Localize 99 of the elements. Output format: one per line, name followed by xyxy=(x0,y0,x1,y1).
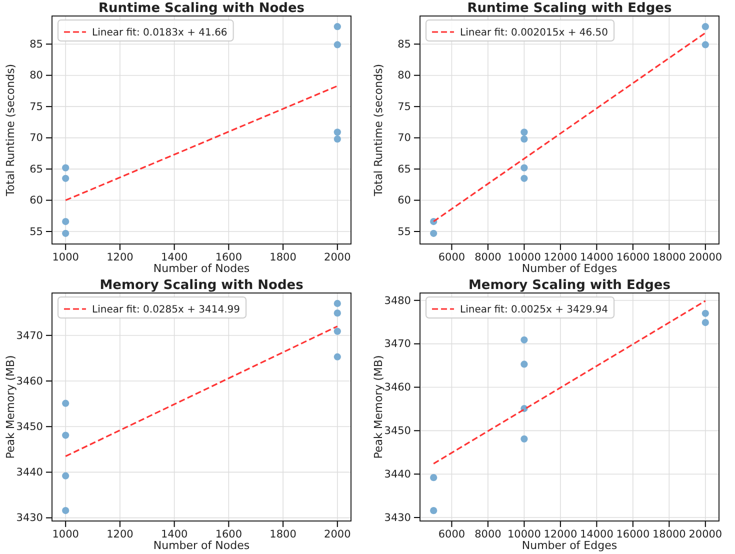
y-tick-label: 60 xyxy=(30,194,43,207)
y-tick-label: 80 xyxy=(30,70,43,82)
y-tick-label: 70 xyxy=(30,132,43,144)
y-tick-label: 75 xyxy=(30,100,43,113)
y-tick-label: 55 xyxy=(398,226,411,238)
y-axis-title: Total Runtime (seconds) xyxy=(372,64,385,198)
x-tick-label: 1200 xyxy=(106,251,134,264)
x-tick-label: 1200 xyxy=(106,528,134,540)
y-tick-label: 3460 xyxy=(16,375,43,388)
x-tick-label: 20000 xyxy=(688,528,722,540)
x-tick-label: 1800 xyxy=(270,528,296,540)
point xyxy=(520,128,528,136)
point xyxy=(62,472,70,480)
point xyxy=(62,164,70,172)
chart-title: Runtime Scaling with Nodes xyxy=(98,1,305,16)
x-tick-label: 18000 xyxy=(652,251,686,264)
y-tick-label: 75 xyxy=(398,100,411,113)
point xyxy=(520,164,528,172)
point xyxy=(520,174,528,182)
y-tick-label: 3430 xyxy=(16,512,43,524)
x-tick-label: 1400 xyxy=(160,528,188,540)
point xyxy=(430,230,438,237)
x-tick-label: 1600 xyxy=(215,251,242,264)
point xyxy=(702,318,709,326)
y-tick-label: 65 xyxy=(398,163,411,176)
x-tick-label: 14000 xyxy=(580,528,614,540)
y-tick-label: 3440 xyxy=(384,468,411,480)
x-tick-label: 14000 xyxy=(580,251,614,264)
y-tick-label: 60 xyxy=(398,194,411,207)
y-tick-label: 3450 xyxy=(16,420,43,433)
legend-label: Linear fit: 0.0183x + 41.66 xyxy=(92,28,228,38)
point xyxy=(62,218,70,226)
y-tick-label: 3460 xyxy=(384,382,411,394)
legend-label: Linear fit: 0.0025x + 3429.94 xyxy=(460,304,608,316)
x-tick-label: 2000 xyxy=(324,251,351,264)
x-tick-label: 1800 xyxy=(270,251,296,264)
point xyxy=(334,23,341,30)
chart-title: Runtime Scaling with Edges xyxy=(467,1,672,16)
point xyxy=(62,506,70,514)
y-axis-title: Total Runtime (seconds) xyxy=(4,64,17,198)
y-tick-label: 70 xyxy=(398,132,411,144)
point xyxy=(334,41,341,48)
x-tick-label: 1000 xyxy=(52,528,79,540)
chart-title: Memory Scaling with Nodes xyxy=(100,278,304,293)
point xyxy=(62,230,70,237)
x-axis-title: Number of Edges xyxy=(522,262,618,275)
legend-label: Linear fit: 0.0285x + 3414.99 xyxy=(92,304,240,316)
legend-label: Linear fit: 0.002015x + 46.50 xyxy=(460,28,608,38)
x-tick-label: 6000 xyxy=(438,251,466,264)
x-tick-label: 16000 xyxy=(616,528,650,540)
point xyxy=(334,353,341,360)
x-tick-label: 12000 xyxy=(544,251,578,264)
y-tick-label: 55 xyxy=(30,226,43,238)
point xyxy=(334,128,341,136)
point xyxy=(520,435,528,442)
point xyxy=(430,507,438,514)
x-tick-label: 10000 xyxy=(507,251,541,264)
point xyxy=(702,41,709,48)
x-tick-label: 2000 xyxy=(324,528,351,540)
point xyxy=(702,23,709,30)
y-tick-label: 3430 xyxy=(384,512,411,524)
point xyxy=(334,300,341,308)
y-tick-label: 3480 xyxy=(384,294,411,307)
point xyxy=(520,135,528,143)
point xyxy=(334,310,341,317)
x-tick-label: 16000 xyxy=(616,251,650,264)
y-tick-label: 3450 xyxy=(384,425,411,438)
x-tick-label: 18000 xyxy=(652,528,686,540)
x-axis-title: Number of Nodes xyxy=(153,262,250,275)
point xyxy=(520,360,528,368)
point xyxy=(334,135,341,143)
x-tick-label: 1400 xyxy=(160,251,188,264)
x-tick-label: 1600 xyxy=(215,528,242,540)
y-axis-title: Peak Memory (MB) xyxy=(372,355,385,459)
y-tick-label: 85 xyxy=(398,38,411,50)
y-tick-label: 80 xyxy=(398,70,411,82)
y-tick-label: 65 xyxy=(30,163,43,176)
x-tick-label: 8000 xyxy=(474,528,502,540)
y-tick-label: 85 xyxy=(30,38,43,50)
point xyxy=(62,400,70,407)
chart-title: Memory Scaling with Edges xyxy=(468,278,671,293)
x-tick-label: 10000 xyxy=(507,528,541,540)
x-tick-label: 6000 xyxy=(438,528,466,540)
point xyxy=(702,310,709,317)
y-tick-label: 3440 xyxy=(16,466,43,479)
y-tick-label: 3470 xyxy=(16,330,43,342)
x-tick-label: 20000 xyxy=(688,251,722,264)
x-tick-label: 8000 xyxy=(474,251,502,264)
y-axis-title: Peak Memory (MB) xyxy=(4,355,17,459)
point xyxy=(62,432,70,439)
point xyxy=(62,174,70,182)
x-axis-title: Number of Nodes xyxy=(153,539,250,552)
x-axis-title: Number of Edges xyxy=(522,539,618,552)
x-tick-label: 1000 xyxy=(52,251,79,264)
x-tick-label: 12000 xyxy=(544,528,578,540)
point xyxy=(520,336,528,344)
y-tick-label: 3470 xyxy=(384,338,411,350)
point xyxy=(334,328,341,335)
point xyxy=(430,474,438,482)
